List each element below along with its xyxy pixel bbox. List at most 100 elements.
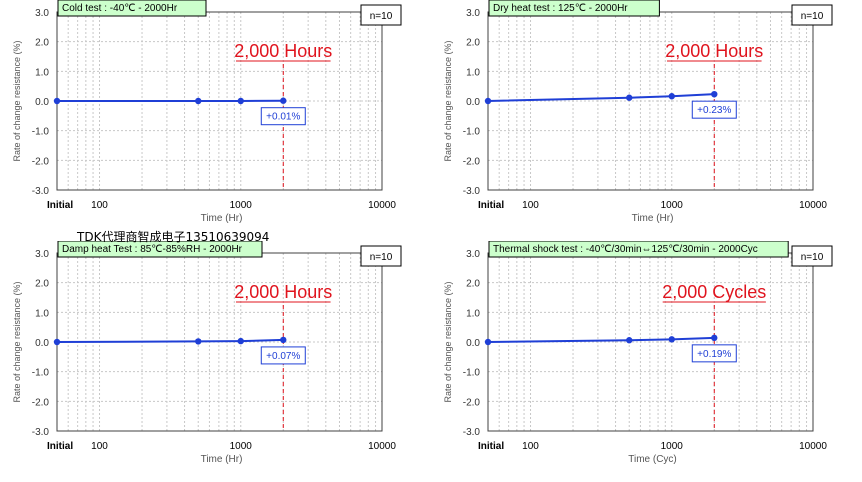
sample-count-label: n=10 bbox=[370, 11, 393, 22]
title-box-background bbox=[488, 241, 789, 258]
y-tick-label: 2.0 bbox=[466, 279, 480, 290]
y-tick-label: 3.0 bbox=[35, 249, 49, 260]
y-axis-label: Rate of change resistance (%) bbox=[12, 281, 22, 402]
data-point bbox=[711, 334, 718, 342]
x-tick-label: Initial bbox=[478, 200, 504, 211]
series-line bbox=[56, 338, 284, 343]
watermark-text: TDK代理商智成电子13510639094 bbox=[77, 230, 270, 244]
x-tick-label: 10000 bbox=[368, 441, 396, 452]
data-point bbox=[237, 97, 244, 105]
chart-panel-damp-heat-test: 3.0 2.0 1.0 0.0 -1.0 -2.0 -3.0 Initial 100 1000 10… bbox=[0, 241, 431, 482]
x-tick-label: 100 bbox=[91, 441, 108, 452]
final-value-box: +0.23% bbox=[691, 100, 737, 119]
sample-count-label: n=10 bbox=[801, 252, 824, 263]
x-tick-label: 10000 bbox=[799, 441, 827, 452]
x-tick-label: 10000 bbox=[799, 200, 827, 211]
y-tick-label: -1.0 bbox=[32, 368, 50, 379]
final-value-box: +0.01% bbox=[260, 107, 306, 126]
title-box: Damp heat Test : 85℃-85%RH - 2000Hr bbox=[57, 241, 263, 258]
data-point bbox=[668, 93, 675, 100]
y-tick-label: 2.0 bbox=[35, 38, 49, 49]
n-box: n=10 bbox=[791, 4, 833, 26]
chart-damp-heat-test: 3.0 2.0 1.0 0.0 -1.0 -2.0 -3.0 Initial 100 1000 10… bbox=[12, 241, 402, 465]
final-value-box-background bbox=[691, 344, 737, 363]
title-box: Dry heat test : 125℃ - 2000Hr bbox=[488, 0, 660, 17]
y-tick-label: -2.0 bbox=[32, 156, 50, 167]
chart-panel-cold-test: 3.0 2.0 1.0 0.0 -1.0 -2.0 -3.0 Initial 100 1000 10… bbox=[0, 0, 431, 241]
data-point bbox=[237, 337, 244, 345]
data-point bbox=[626, 94, 633, 101]
x-axis-label: Time (Hr) bbox=[201, 213, 243, 224]
data-point bbox=[626, 337, 633, 344]
x-tick-label: Initial bbox=[47, 200, 73, 211]
final-value-label: +0.19% bbox=[697, 349, 731, 360]
data-point bbox=[280, 336, 287, 344]
y-tick-label: 1.0 bbox=[466, 67, 480, 78]
y-tick-label: -1.0 bbox=[463, 127, 481, 138]
n-box-background bbox=[791, 245, 833, 267]
title-box-background bbox=[488, 0, 660, 17]
x-tick-label: 1000 bbox=[230, 200, 253, 211]
plot-area bbox=[488, 12, 813, 190]
y-tick-label: 2.0 bbox=[466, 38, 480, 49]
title-box-background bbox=[57, 0, 207, 17]
chart-panel-thermal-shock-test: 3.0 2.0 1.0 0.0 -1.0 -2.0 -3.0 Initial 100 1000 10… bbox=[431, 241, 862, 482]
y-tick-label: 1.0 bbox=[35, 67, 49, 78]
n-box: n=10 bbox=[791, 245, 833, 267]
milestone-label: 2,000 Cycles bbox=[662, 282, 766, 302]
y-tick-label: -3.0 bbox=[463, 186, 481, 197]
x-axis-label: Time (Hr) bbox=[201, 454, 243, 465]
series-line bbox=[487, 336, 715, 343]
y-tick-label: -3.0 bbox=[32, 186, 50, 197]
milestone-label: 2,000 Hours bbox=[665, 41, 763, 61]
x-tick-label: 1000 bbox=[230, 441, 253, 452]
chart-thermal-shock-test: 3.0 2.0 1.0 0.0 -1.0 -2.0 -3.0 Initial 100 1000 10… bbox=[443, 241, 833, 465]
y-tick-label: -2.0 bbox=[32, 397, 50, 408]
final-value-box-background bbox=[260, 346, 306, 365]
data-point bbox=[484, 338, 492, 346]
chart-cold-test: 3.0 2.0 1.0 0.0 -1.0 -2.0 -3.0 Initial 100 1000 10… bbox=[12, 0, 402, 224]
y-tick-label: -1.0 bbox=[463, 368, 481, 379]
data-point bbox=[280, 97, 287, 104]
chart-dry-heat-test: 3.0 2.0 1.0 0.0 -1.0 -2.0 -3.0 Initial 100 1000 10… bbox=[443, 0, 833, 224]
chart-title: Dry heat test : 125℃ - 2000Hr bbox=[493, 3, 628, 14]
y-tick-label: 2.0 bbox=[35, 279, 49, 290]
y-tick-label: 0.0 bbox=[466, 97, 480, 108]
n-box-background bbox=[791, 4, 833, 26]
y-tick-label: -2.0 bbox=[463, 397, 481, 408]
n-box-background bbox=[360, 4, 402, 26]
x-axis-label: Time (Cyc) bbox=[628, 454, 677, 465]
x-tick-label: 10000 bbox=[368, 200, 396, 211]
x-tick-label: Initial bbox=[47, 441, 73, 452]
y-tick-label: -3.0 bbox=[32, 427, 50, 438]
y-axis-label: Rate of change resistance (%) bbox=[12, 40, 22, 161]
y-axis-label: Rate of change resistance (%) bbox=[443, 281, 453, 402]
final-value-label: +0.01% bbox=[266, 112, 300, 123]
y-tick-label: 1.0 bbox=[466, 308, 480, 319]
x-tick-label: 100 bbox=[522, 200, 539, 211]
final-value-box-background bbox=[691, 100, 737, 119]
final-value-box: +0.19% bbox=[691, 344, 737, 363]
y-tick-label: 3.0 bbox=[466, 8, 480, 19]
data-point bbox=[195, 338, 202, 345]
chart-title: Damp heat Test : 85℃-85%RH - 2000Hr bbox=[62, 244, 243, 255]
title-box: Cold test : -40℃ - 2000Hr bbox=[57, 0, 207, 17]
x-axis-label: Time (Hr) bbox=[632, 213, 674, 224]
series-line bbox=[487, 93, 715, 102]
chart-title: Cold test : -40℃ - 2000Hr bbox=[62, 3, 178, 14]
y-tick-label: -1.0 bbox=[32, 127, 50, 138]
n-box: n=10 bbox=[360, 245, 402, 267]
title-box: Thermal shock test : -40℃/30min⇔125℃/30m… bbox=[488, 241, 789, 258]
y-tick-label: 1.0 bbox=[35, 308, 49, 319]
final-value-label: +0.23% bbox=[697, 105, 731, 116]
final-value-label: +0.07% bbox=[266, 351, 300, 362]
chart-panel-dry-heat-test: 3.0 2.0 1.0 0.0 -1.0 -2.0 -3.0 Initial 100 1000 10… bbox=[431, 0, 862, 241]
n-box: n=10 bbox=[360, 4, 402, 26]
data-point bbox=[484, 97, 492, 105]
y-tick-label: 0.0 bbox=[35, 338, 49, 349]
chart-title: Thermal shock test : -40℃/30min⇔125℃/30m… bbox=[493, 244, 758, 255]
x-tick-label: Initial bbox=[478, 441, 504, 452]
sample-count-label: n=10 bbox=[370, 252, 393, 263]
data-point bbox=[53, 97, 61, 105]
sample-count-label: n=10 bbox=[801, 11, 824, 22]
